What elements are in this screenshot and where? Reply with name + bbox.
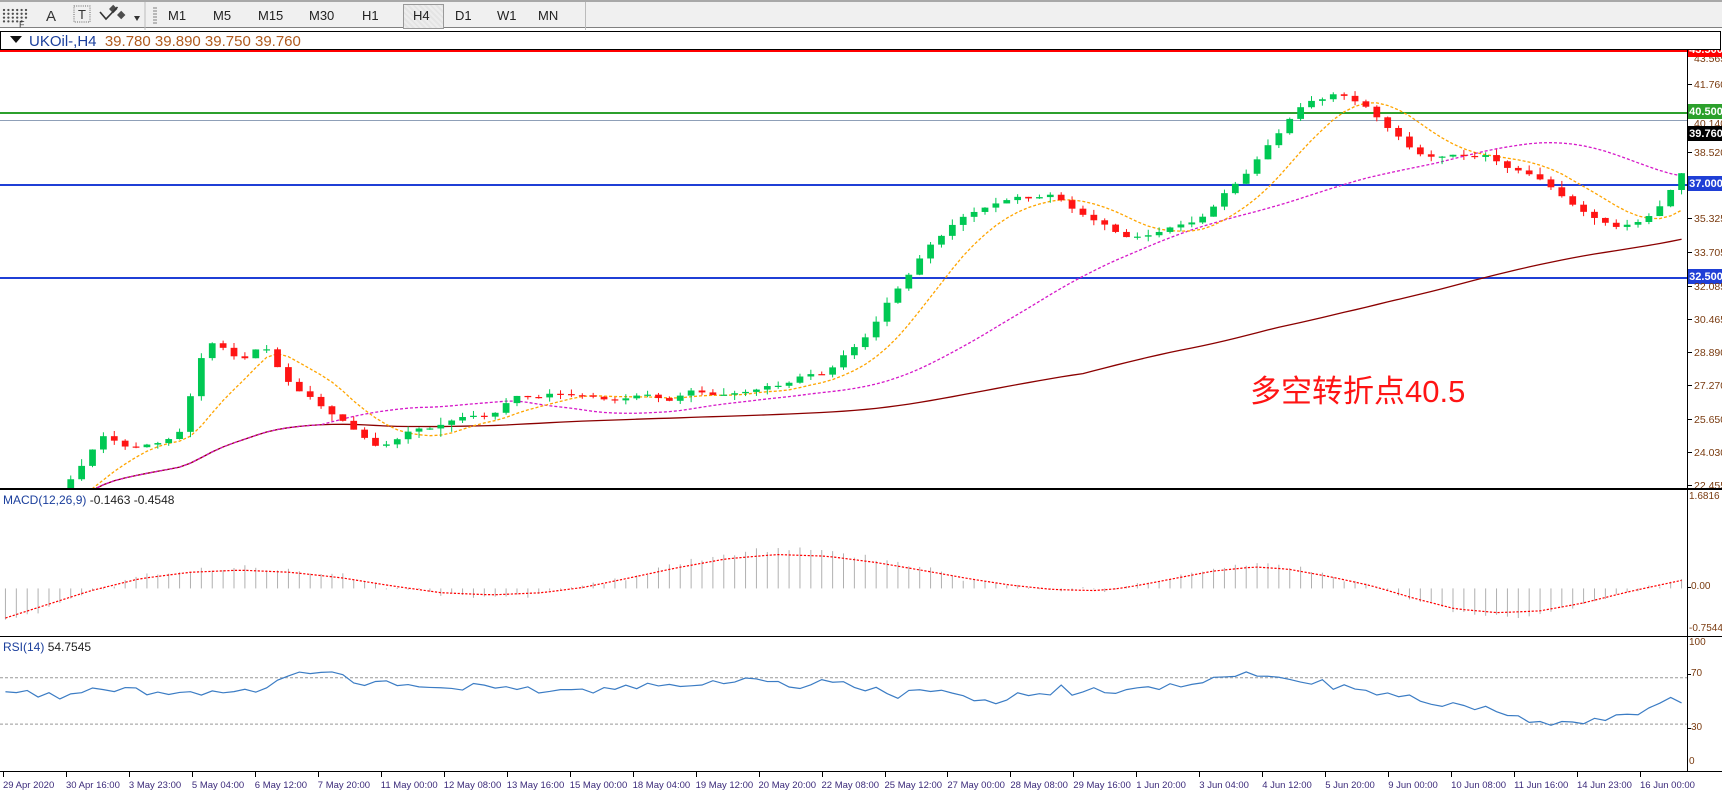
svg-text:F: F bbox=[19, 20, 25, 30]
svg-text:T: T bbox=[78, 7, 86, 22]
svg-text:A: A bbox=[46, 8, 56, 25]
